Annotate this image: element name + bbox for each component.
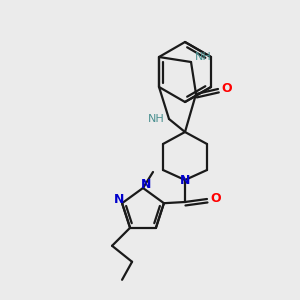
Text: N: N	[180, 173, 190, 187]
Text: NH: NH	[148, 114, 165, 124]
Text: N: N	[141, 178, 151, 190]
Text: O: O	[221, 82, 232, 95]
Text: O: O	[210, 193, 220, 206]
Text: N: N	[114, 193, 124, 206]
Text: NH: NH	[195, 52, 212, 62]
